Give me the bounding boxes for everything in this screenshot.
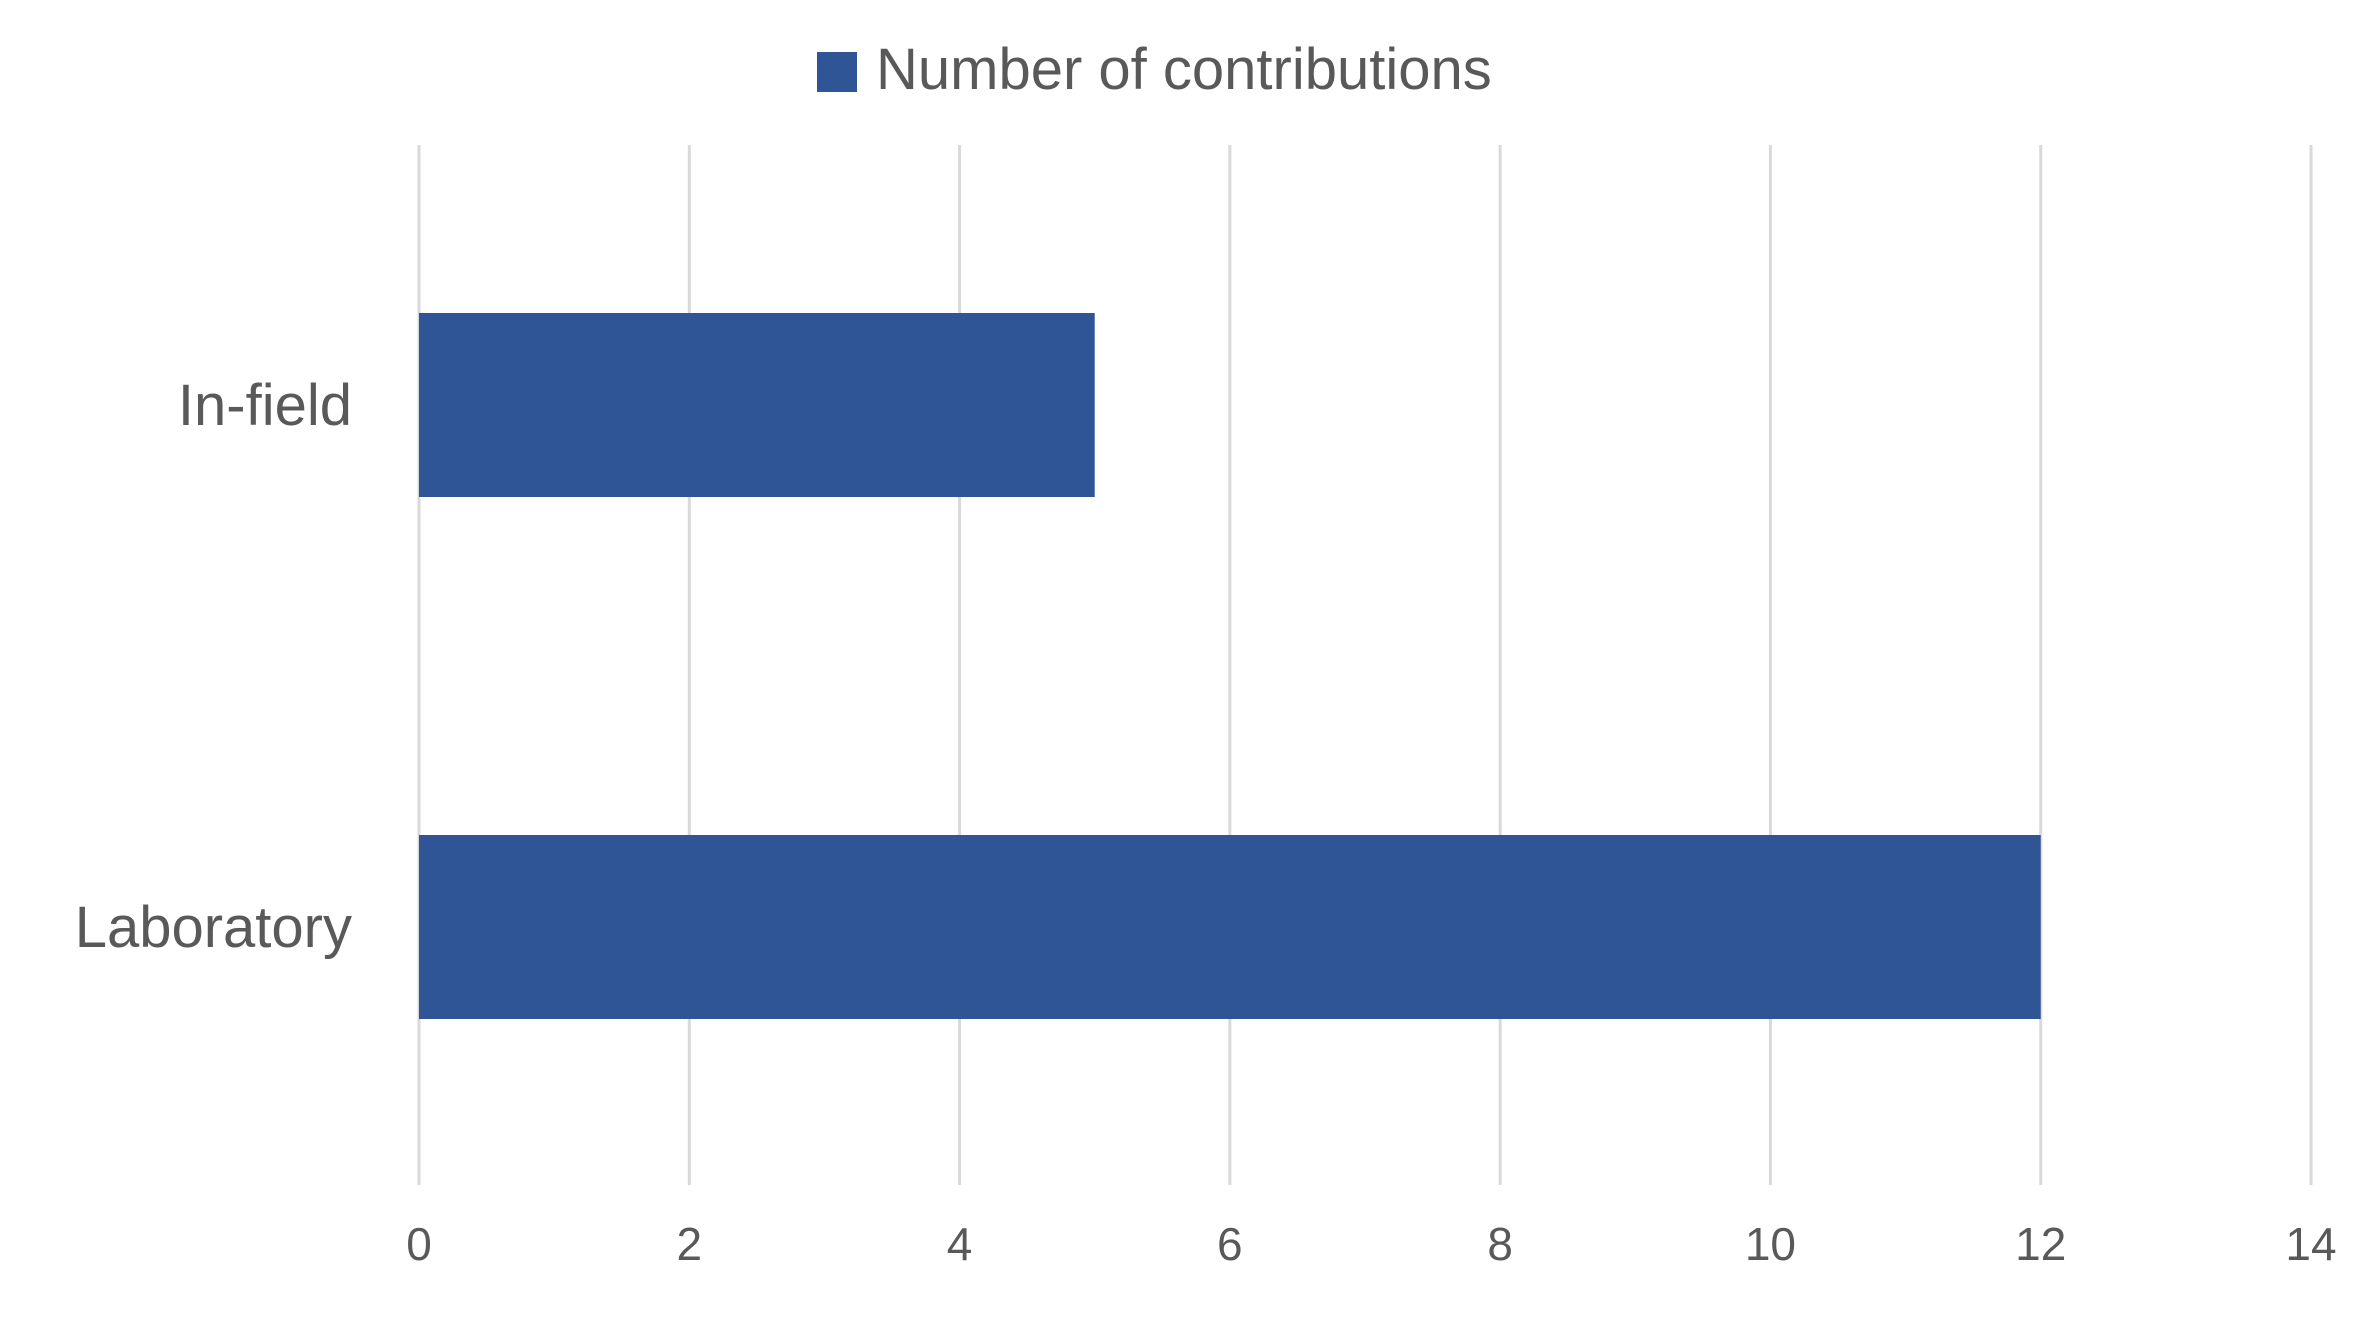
category-label: In-field bbox=[178, 373, 352, 438]
x-tick-label: 14 bbox=[2285, 1218, 2336, 1270]
legend-swatch bbox=[817, 52, 857, 92]
x-tick-label: 4 bbox=[947, 1218, 973, 1270]
x-tick-label: 2 bbox=[676, 1218, 702, 1270]
x-tick-label: 10 bbox=[1745, 1218, 1796, 1270]
x-axis-tick-labels: 0 2 4 6 8 10 12 14 bbox=[406, 1218, 2336, 1270]
x-tick-label: 6 bbox=[1217, 1218, 1243, 1270]
category-labels: In-field Laboratory bbox=[75, 373, 352, 960]
bars bbox=[419, 313, 2041, 1019]
x-tick-label: 0 bbox=[406, 1218, 432, 1270]
legend-label: Number of contributions bbox=[876, 37, 1492, 102]
x-tick-label: 8 bbox=[1487, 1218, 1513, 1270]
category-label: Laboratory bbox=[75, 895, 352, 960]
x-tick-label: 12 bbox=[2015, 1218, 2066, 1270]
bar-laboratory bbox=[419, 835, 2041, 1019]
bar-in-field bbox=[419, 313, 1095, 497]
gridlines bbox=[417, 145, 2313, 1185]
legend: Number of contributions bbox=[817, 37, 1492, 102]
